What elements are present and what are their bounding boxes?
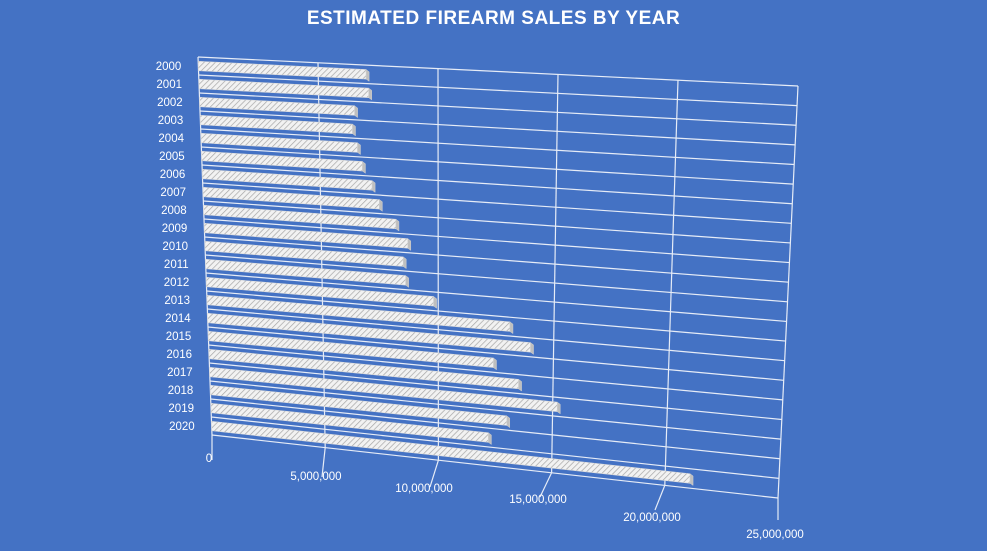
bar-end-cap: [368, 87, 372, 101]
bar-end-cap: [509, 321, 514, 335]
gridline-vertical: [664, 80, 679, 486]
bar-end-cap: [506, 415, 511, 429]
gridline-horizontal: [205, 254, 788, 303]
category-label: 2019: [168, 403, 194, 415]
bar-end-cap: [365, 69, 370, 82]
category-label: 2011: [164, 259, 189, 271]
gridline-horizontal: [211, 434, 779, 499]
gridline-vertical: [777, 85, 799, 499]
category-label: 2012: [164, 277, 190, 289]
category-label: 2020: [169, 421, 195, 433]
bar: [202, 186, 380, 210]
gridline-horizontal: [200, 128, 795, 166]
bar-end-cap: [407, 238, 412, 251]
gridline-horizontal: [209, 362, 782, 421]
x-axis-tick-labels: 0 5,000,000 10,000,000 15,000,000 20,000,000…: [206, 453, 804, 541]
category-label: 2000: [156, 61, 182, 73]
x-tick-label: 15,000,000: [509, 494, 567, 506]
bar-end-cap: [352, 123, 356, 137]
bar-end-cap: [395, 218, 400, 232]
gridline-horizontal: [201, 164, 793, 205]
category-label: 2014: [165, 313, 191, 325]
bar: [202, 168, 373, 191]
gridline-horizontal: [199, 110, 796, 146]
bar-end-cap: [371, 180, 376, 193]
category-label: 2008: [161, 205, 187, 217]
category-label: 2005: [159, 151, 185, 163]
category-label: 2016: [166, 349, 192, 361]
gridline-horizontal: [202, 182, 792, 224]
bar-end-cap: [689, 473, 694, 486]
gridline-horizontal: [205, 272, 787, 323]
bar-end-cap: [379, 199, 383, 212]
bars-layer: [198, 60, 694, 486]
bar-end-cap: [357, 142, 361, 156]
bar-end-cap: [518, 378, 522, 392]
gridline-horizontal: [197, 56, 799, 87]
gridline-vertical: [551, 74, 559, 473]
gridline-horizontal: [204, 236, 789, 283]
bar-end-cap: [493, 357, 497, 371]
bar-end-cap: [354, 105, 358, 119]
gridline-floor: [654, 485, 666, 511]
category-label: 2010: [162, 241, 188, 253]
bar-end-cap: [405, 275, 409, 288]
gridline-horizontal: [207, 308, 785, 362]
gridline-floor: [429, 460, 439, 488]
category-label: 2006: [160, 169, 186, 181]
category-label: 2004: [158, 133, 184, 145]
bar-end-cap: [433, 296, 437, 309]
gridline-floor: [539, 472, 553, 498]
x-tick-label: 0: [206, 453, 212, 465]
category-labels: 2000 2001 2002 2003 2004 2005 2006 2007 2008 2009…: [156, 61, 195, 433]
category-label: 2009: [162, 223, 188, 235]
bar: [200, 132, 358, 153]
category-label: 2017: [167, 367, 193, 379]
x-tick-label: 5,000,000: [290, 471, 341, 483]
category-label: 2002: [157, 97, 183, 109]
category-label: 2018: [168, 385, 194, 397]
gridline-horizontal: [198, 74, 798, 107]
category-label: 2015: [166, 331, 192, 343]
gridline-horizontal: [209, 380, 781, 440]
gridline-floor: [321, 447, 326, 478]
gridline-horizontal: [203, 200, 791, 244]
x-tick-label: 25,000,000: [746, 529, 804, 541]
bar: [201, 150, 363, 172]
x-tick-label: 10,000,000: [395, 483, 453, 495]
category-label: 2013: [164, 295, 190, 307]
gridline-horizontal: [201, 146, 794, 185]
category-label: 2003: [158, 115, 184, 127]
gridline-horizontal: [199, 92, 797, 126]
gridline-horizontal: [203, 218, 790, 264]
bar-end-cap: [556, 401, 561, 415]
bar-end-cap: [530, 342, 534, 355]
chart-title: ESTIMATED FIREARM SALES BY YEAR: [306, 8, 681, 29]
bar-end-cap: [488, 432, 492, 446]
gridline-horizontal: [206, 290, 786, 342]
category-label: 2007: [160, 187, 186, 199]
gridline-horizontal: [211, 416, 780, 479]
bar-end-cap: [362, 161, 366, 174]
grid-layer: [197, 56, 799, 520]
gridline-horizontal: [210, 398, 780, 460]
gridline-horizontal: [208, 344, 783, 401]
gridline-horizontal: [207, 326, 784, 381]
bar-end-cap: [402, 256, 407, 270]
category-label: 2001: [156, 79, 182, 91]
x-tick-label: 20,000,000: [623, 512, 681, 524]
